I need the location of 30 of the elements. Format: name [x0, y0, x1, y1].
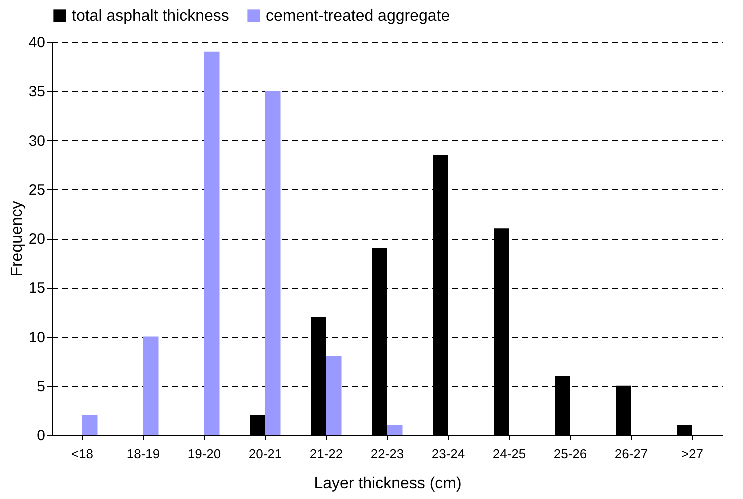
legend-label: cement-treated aggregate — [266, 8, 450, 25]
bar — [82, 415, 98, 435]
x-tick-label: >27 — [681, 446, 704, 462]
bar — [266, 91, 281, 435]
y-tick-label: 20 — [28, 231, 46, 248]
x-tick-label: 26-27 — [614, 446, 648, 462]
y-tick-label: 30 — [28, 132, 46, 150]
bar — [204, 52, 220, 435]
y-tick-label: 25 — [28, 182, 46, 199]
x-tick-label: 23-24 — [432, 446, 466, 462]
legend-label: total asphalt thickness — [72, 8, 230, 25]
bar — [144, 336, 159, 435]
x-axis-title: Layer thickness (cm) — [314, 476, 462, 492]
x-tick-label: 20-21 — [248, 446, 282, 462]
x-tick-label: 21-22 — [310, 446, 344, 462]
x-tick-label: 24-25 — [492, 446, 526, 462]
y-tick-label: 10 — [28, 329, 46, 346]
y-tick-label: 0 — [37, 428, 46, 444]
y-tick-label: 35 — [28, 84, 46, 101]
y-tick-label: 15 — [28, 280, 46, 298]
x-tick-label: 19-20 — [188, 446, 222, 462]
x-tick-label: <18 — [71, 446, 94, 462]
x-tick-label: 18-19 — [126, 446, 160, 462]
y-axis-title: Frequency — [8, 201, 26, 277]
y-tick-label: 5 — [37, 378, 46, 396]
bar — [388, 425, 403, 435]
y-tick-label: 40 — [28, 34, 46, 52]
bar — [326, 356, 342, 435]
x-tick-label: 25-26 — [554, 446, 588, 462]
x-tick-label: 22-23 — [370, 446, 404, 462]
